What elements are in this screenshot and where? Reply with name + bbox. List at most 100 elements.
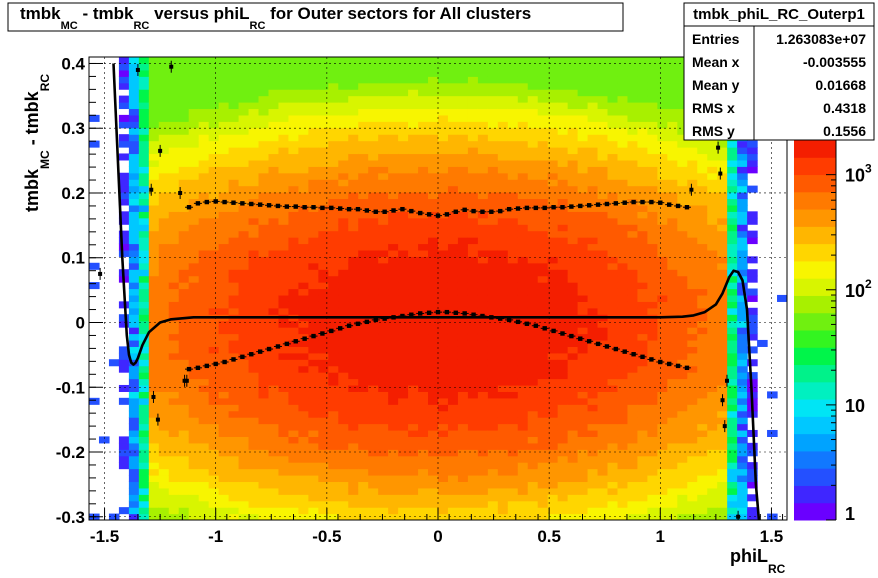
- heatmap-cell: [647, 494, 658, 502]
- heatmap-cell: [278, 179, 290, 187]
- heatmap-cell: [378, 410, 389, 418]
- heatmap-cell: [497, 63, 509, 71]
- heatmap-cell: [178, 179, 190, 187]
- heatmap-cell: [238, 159, 250, 167]
- heatmap-cell: [158, 172, 170, 180]
- heatmap-cell: [198, 442, 210, 450]
- heatmap-cell: [617, 417, 629, 425]
- heatmap-cell: [477, 339, 489, 347]
- heatmap-cell: [577, 211, 589, 219]
- heatmap-cell: [747, 237, 758, 245]
- heatmap-cell: [547, 153, 559, 161]
- heatmap-cell: [268, 114, 280, 122]
- heatmap-cell: [308, 327, 319, 335]
- heatmap-cell: [248, 114, 260, 122]
- heatmap-cell: [647, 468, 658, 476]
- heatmap-cell: [428, 237, 439, 245]
- heatmap-cell: [438, 378, 449, 386]
- heatmap-cell: [537, 494, 549, 502]
- heatmap-cell: [268, 134, 280, 142]
- heatmap-cell: [457, 378, 469, 386]
- heatmap-cell: [647, 294, 658, 302]
- heatmap-cell: [378, 442, 389, 450]
- heatmap-cell: [587, 159, 599, 167]
- heatmap-cell: [138, 211, 150, 219]
- heatmap-cell: [168, 69, 180, 77]
- heatmap-cell: [118, 192, 130, 200]
- heatmap-cell: [328, 339, 339, 347]
- heatmap-cell: [218, 147, 230, 155]
- heatmap-cell: [288, 224, 299, 232]
- heatmap-cell: [557, 147, 569, 155]
- heatmap-cell: [617, 179, 629, 187]
- heatmap-cell: [477, 346, 489, 354]
- heatmap-cell: [597, 352, 609, 360]
- heatmap-cell: [737, 455, 748, 463]
- heatmap-cell: [457, 462, 469, 470]
- profile-marker: [380, 316, 389, 321]
- heatmap-cell: [158, 294, 170, 302]
- heatmap-cell: [158, 127, 170, 135]
- heatmap-cell: [707, 198, 718, 206]
- heatmap-cell: [457, 262, 469, 270]
- heatmap-cell: [368, 63, 379, 71]
- heatmap-cell: [198, 185, 210, 193]
- heatmap-cell: [328, 121, 339, 129]
- heatmap-cell: [497, 481, 509, 489]
- heatmap-cell: [218, 249, 230, 257]
- heatmap-cell: [198, 307, 210, 315]
- heatmap-cell: [467, 372, 479, 380]
- heatmap-cell: [118, 230, 130, 238]
- heatmap-cell: [168, 134, 180, 142]
- heatmap-cell: [408, 159, 419, 167]
- heatmap-cell: [717, 333, 728, 341]
- heatmap-cell: [148, 404, 160, 412]
- heatmap-cell: [278, 159, 290, 167]
- heatmap-cell: [547, 192, 559, 200]
- heatmap-cell: [318, 294, 329, 302]
- heatmap-cell: [298, 249, 309, 257]
- heatmap-cell: [188, 179, 200, 187]
- heatmap-cell: [148, 256, 160, 264]
- heatmap-cell: [667, 500, 678, 508]
- heatmap-cell: [447, 442, 459, 450]
- heatmap-cell: [218, 134, 230, 142]
- heatmap-cell: [148, 494, 160, 502]
- outlier-point: [98, 267, 103, 280]
- heatmap-cell: [288, 384, 299, 392]
- heatmap-cell: [567, 198, 579, 206]
- heatmap-cell: [288, 153, 299, 161]
- heatmap-cell: [557, 282, 569, 290]
- heatmap-cell: [198, 365, 210, 373]
- heatmap-cell: [318, 179, 329, 187]
- heatmap-cell: [607, 301, 619, 309]
- heatmap-cell: [158, 230, 170, 238]
- heatmap-cell: [178, 224, 190, 232]
- heatmap-cell: [328, 147, 339, 155]
- heatmap-cell: [507, 417, 519, 425]
- heatmap-cell: [477, 429, 489, 437]
- heatmap-cell: [268, 333, 280, 341]
- heatmap-cell: [477, 288, 489, 296]
- heatmap-cell: [348, 359, 359, 367]
- heatmap-cell: [238, 288, 250, 296]
- heatmap-cell: [248, 172, 260, 180]
- heatmap-cell: [258, 288, 270, 296]
- heatmap-cell: [188, 108, 200, 116]
- heatmap-cell: [318, 365, 329, 373]
- heatmap-cell: [577, 224, 589, 232]
- heatmap-cell: [617, 384, 629, 392]
- heatmap-cell: [348, 102, 359, 110]
- heatmap-cell: [507, 487, 519, 495]
- heatmap-cell: [198, 166, 210, 174]
- heatmap-cell: [587, 256, 599, 264]
- profile-marker: [416, 311, 425, 316]
- heatmap-cell: [447, 57, 459, 65]
- heatmap-cell: [128, 198, 140, 206]
- heatmap-cell: [408, 192, 419, 200]
- heatmap-cell: [497, 474, 509, 483]
- profile-marker: [336, 206, 345, 211]
- heatmap-cell: [148, 159, 160, 167]
- heatmap-cell: [328, 404, 339, 412]
- heatmap-cell: [497, 494, 509, 502]
